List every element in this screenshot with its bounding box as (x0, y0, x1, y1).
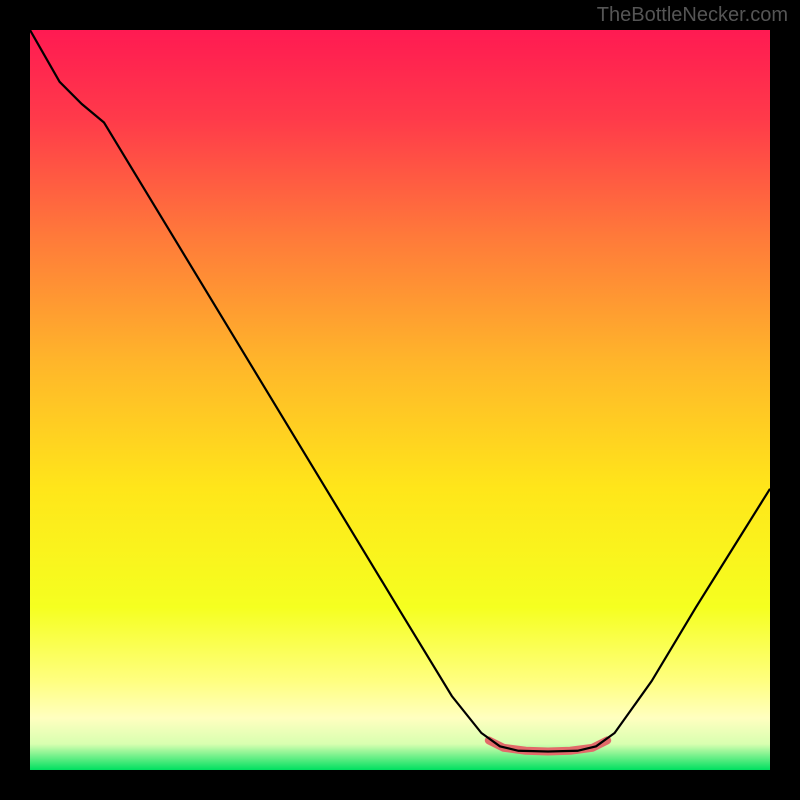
watermark-text: TheBottleNecker.com (597, 4, 788, 27)
gradient-background (30, 30, 770, 770)
chart-area (30, 30, 770, 770)
